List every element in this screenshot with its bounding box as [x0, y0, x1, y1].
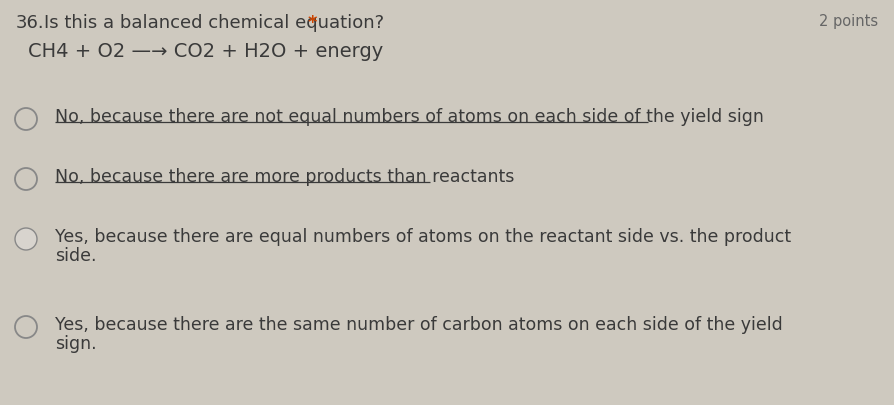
Text: No, because there are more products than reactants: No, because there are more products than… [55, 168, 514, 186]
Text: Is this a balanced chemical equation?: Is this a balanced chemical equation? [44, 14, 384, 32]
Text: No, because there are not equal numbers of atoms on each side of the yield sign: No, because there are not equal numbers … [55, 108, 763, 126]
Text: *: * [308, 14, 317, 32]
Circle shape [15, 168, 37, 190]
Circle shape [15, 228, 37, 250]
Text: Yes, because there are the same number of carbon atoms on each side of the yield: Yes, because there are the same number o… [55, 316, 783, 334]
Circle shape [15, 316, 37, 338]
Text: 36.: 36. [16, 14, 45, 32]
Text: sign.: sign. [55, 335, 97, 353]
Text: 2 points: 2 points [819, 14, 878, 29]
Text: CH4 + O2 —→ CO2 + H2O + energy: CH4 + O2 —→ CO2 + H2O + energy [28, 42, 384, 61]
Text: Yes, because there are equal numbers of atoms on the reactant side vs. the produ: Yes, because there are equal numbers of … [55, 228, 791, 246]
Circle shape [15, 108, 37, 130]
Text: side.: side. [55, 247, 97, 265]
